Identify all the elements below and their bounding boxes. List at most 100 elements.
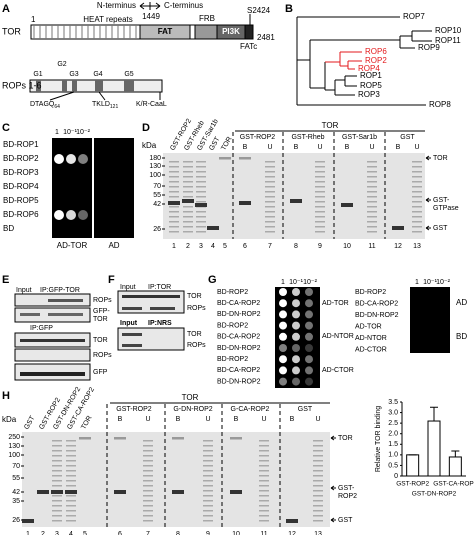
band (313, 515, 323, 517)
band-label: ROPs (93, 352, 112, 359)
band (203, 490, 213, 492)
fraction-label: U (261, 416, 266, 423)
row-label: BD-CA-ROP2 (217, 300, 260, 307)
colony (279, 332, 287, 341)
band (183, 176, 193, 178)
band (66, 505, 76, 507)
tree-leaf: ROP6 (365, 47, 387, 56)
colony (305, 321, 313, 330)
row-label: BD-ROP3 (3, 168, 39, 177)
band-arrow (330, 485, 336, 491)
band (265, 161, 275, 163)
band (259, 505, 269, 507)
band-label: TOR (433, 155, 448, 162)
protein-name: TOR (2, 26, 21, 36)
band (183, 206, 193, 208)
band (143, 445, 153, 447)
row-label: BD-CA-ROP2 (217, 334, 260, 341)
band (203, 440, 213, 442)
lane-header: Input (120, 284, 136, 291)
lane-number: 10 (343, 243, 351, 250)
band (183, 226, 193, 228)
band-label: ROP2 (338, 493, 357, 500)
lane-number: 1 (172, 243, 176, 250)
band (169, 211, 179, 213)
band (122, 344, 142, 347)
band (203, 450, 213, 452)
colony (305, 377, 313, 386)
column-label: AD (456, 298, 467, 307)
fraction-label: U (317, 144, 322, 151)
fraction-label: B (176, 416, 181, 423)
band (66, 510, 76, 512)
band (259, 470, 269, 472)
band (259, 510, 269, 512)
band (52, 450, 62, 452)
band (239, 157, 251, 160)
colony (78, 154, 88, 164)
direction-label: N-terminus (97, 1, 136, 10)
group-header: GST (400, 134, 415, 141)
row-label: BD-ROP4 (3, 182, 39, 191)
colony (279, 299, 287, 308)
site-label: S2424 (247, 6, 271, 15)
band (230, 437, 242, 440)
motif: K/R-CaaL (136, 101, 167, 108)
band (114, 437, 126, 440)
band (66, 455, 76, 457)
domain-label: FRB (199, 14, 215, 23)
fraction-label: B (118, 416, 123, 423)
band (203, 520, 213, 522)
band-arrow (425, 225, 431, 231)
g-label: G2 (57, 61, 66, 68)
band (313, 470, 323, 472)
tree-leaf: ROP2 (365, 56, 387, 65)
band (313, 520, 323, 522)
lane-number: 12 (288, 531, 296, 535)
gel (163, 153, 425, 239)
band (412, 191, 422, 193)
band (169, 196, 179, 198)
band (313, 495, 323, 497)
marker-label: 70 (12, 463, 20, 470)
tree-leaf: ROP1 (360, 71, 382, 80)
group-header: GST-Rheb (291, 134, 324, 141)
dilution: 1 (281, 279, 285, 286)
band (412, 181, 422, 183)
band (203, 495, 213, 497)
group-header: GST-Sar1b (342, 134, 377, 141)
motif: TKLD121 (92, 101, 118, 110)
band (66, 480, 76, 482)
band (367, 216, 377, 218)
lane-header: IP:GFP (30, 325, 53, 332)
band (20, 372, 85, 376)
band (412, 176, 422, 178)
row-label: BD-DN-ROP2 (355, 312, 399, 319)
band (313, 455, 323, 457)
band (315, 176, 325, 178)
motif-box (36, 80, 41, 92)
band (51, 490, 63, 494)
fraction-label: B (345, 144, 350, 151)
dilution: 10⁻² (436, 279, 450, 286)
band (412, 161, 422, 163)
lane-header: IP:GFP-TOR (40, 287, 80, 294)
band (196, 161, 206, 163)
band (168, 201, 180, 205)
tree-leaf: ROP10 (435, 26, 462, 35)
band (315, 231, 325, 233)
band (182, 199, 194, 203)
band (66, 460, 76, 462)
bar (406, 454, 420, 477)
band (196, 181, 206, 183)
band (313, 465, 323, 467)
band (196, 221, 206, 223)
band-arrow (425, 155, 431, 161)
frb-domain (194, 24, 218, 40)
motif-text: TKLD (92, 101, 110, 108)
band (183, 181, 193, 183)
motif-box (72, 80, 77, 92)
band (183, 231, 193, 233)
column-label: AD-NTOR (322, 333, 354, 340)
band (367, 176, 377, 178)
